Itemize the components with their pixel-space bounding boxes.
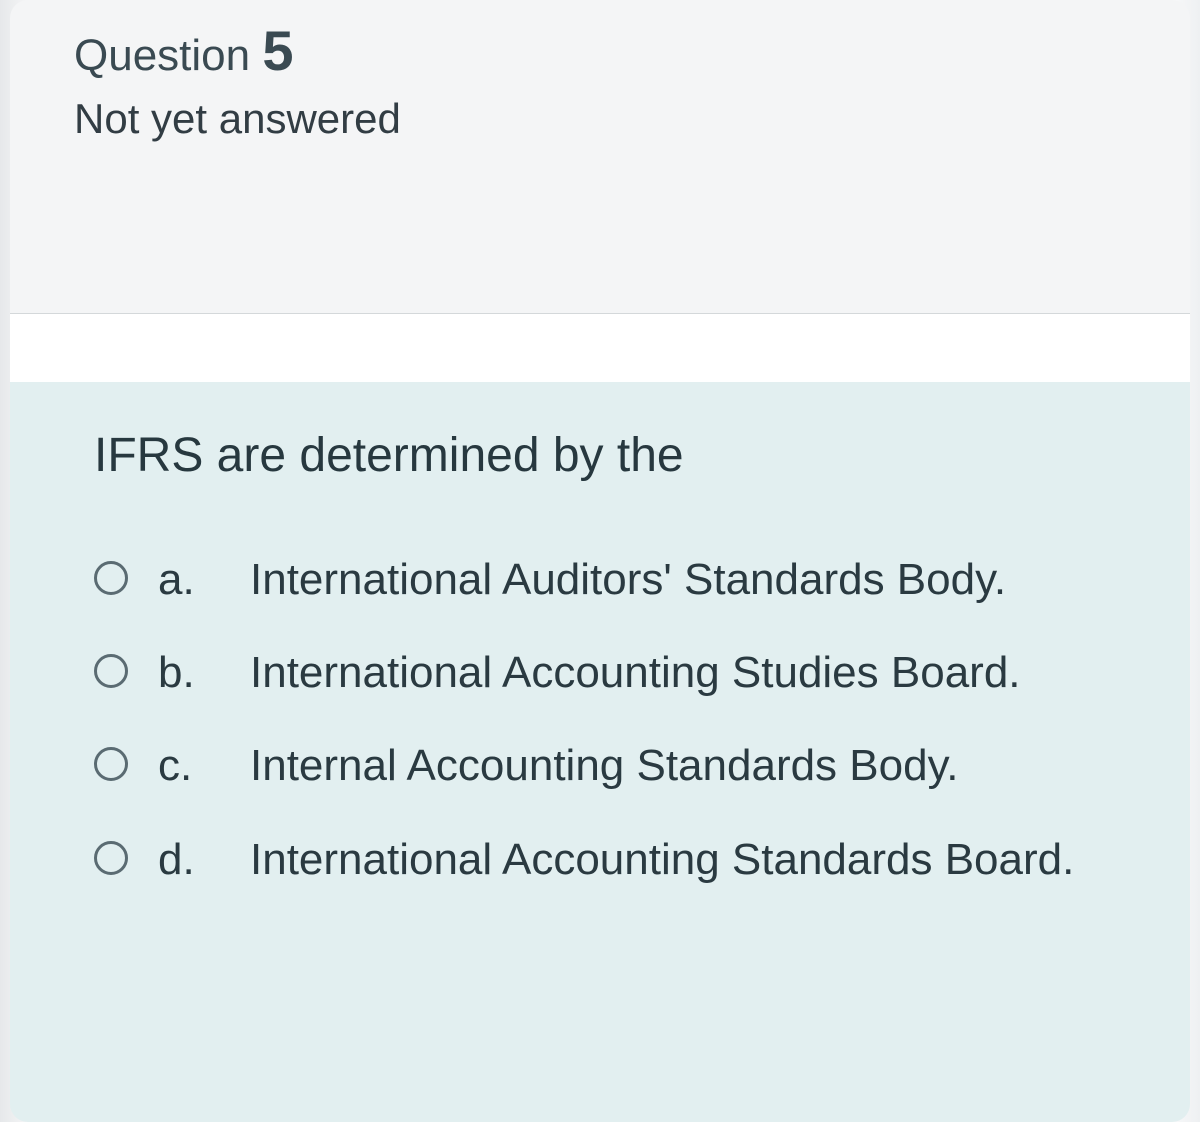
radio-icon[interactable]	[94, 747, 128, 781]
question-body: IFRS are determined by the a. Internatio…	[10, 382, 1190, 1122]
option-b[interactable]: b. International Accounting Studies Boar…	[94, 644, 1140, 701]
option-text: International Accounting Standards Board…	[250, 831, 1140, 888]
option-text: International Accounting Studies Board.	[250, 644, 1140, 701]
radio-icon[interactable]	[94, 841, 128, 875]
radio-icon[interactable]	[94, 654, 128, 688]
option-letter: a.	[158, 551, 218, 608]
option-d[interactable]: d. International Accounting Standards Bo…	[94, 831, 1140, 888]
question-title: Question 5	[74, 18, 1150, 83]
option-letter: b.	[158, 644, 218, 701]
option-letter: d.	[158, 831, 218, 888]
question-prompt: IFRS are determined by the	[94, 428, 1140, 483]
question-header: Question 5 Not yet answered	[10, 0, 1190, 314]
divider-strip	[10, 314, 1190, 382]
question-label: Question	[74, 31, 250, 80]
radio-icon[interactable]	[94, 561, 128, 595]
option-text: International Auditors' Standards Body.	[250, 551, 1140, 608]
option-text: Internal Accounting Standards Body.	[250, 737, 1140, 794]
question-status: Not yet answered	[74, 95, 1150, 143]
question-number: 5	[262, 19, 293, 82]
option-letter: c.	[158, 737, 218, 794]
option-a[interactable]: a. International Auditors' Standards Bod…	[94, 551, 1140, 608]
option-c[interactable]: c. Internal Accounting Standards Body.	[94, 737, 1140, 794]
question-card: Question 5 Not yet answered IFRS are det…	[0, 0, 1200, 1122]
